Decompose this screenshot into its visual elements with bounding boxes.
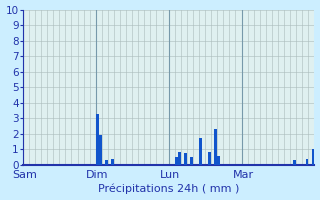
Bar — [293, 160, 296, 165]
Bar — [312, 149, 314, 165]
Bar — [208, 152, 211, 165]
X-axis label: Précipitations 24h ( mm ): Précipitations 24h ( mm ) — [98, 184, 239, 194]
Bar — [111, 159, 114, 165]
Bar — [199, 138, 202, 165]
Bar — [218, 156, 220, 165]
Bar — [175, 157, 178, 165]
Bar — [214, 129, 217, 165]
Bar — [190, 157, 193, 165]
Bar — [99, 135, 101, 165]
Bar — [178, 152, 180, 165]
Bar — [96, 114, 99, 165]
Bar — [306, 159, 308, 165]
Bar — [105, 160, 108, 165]
Bar — [184, 153, 187, 165]
